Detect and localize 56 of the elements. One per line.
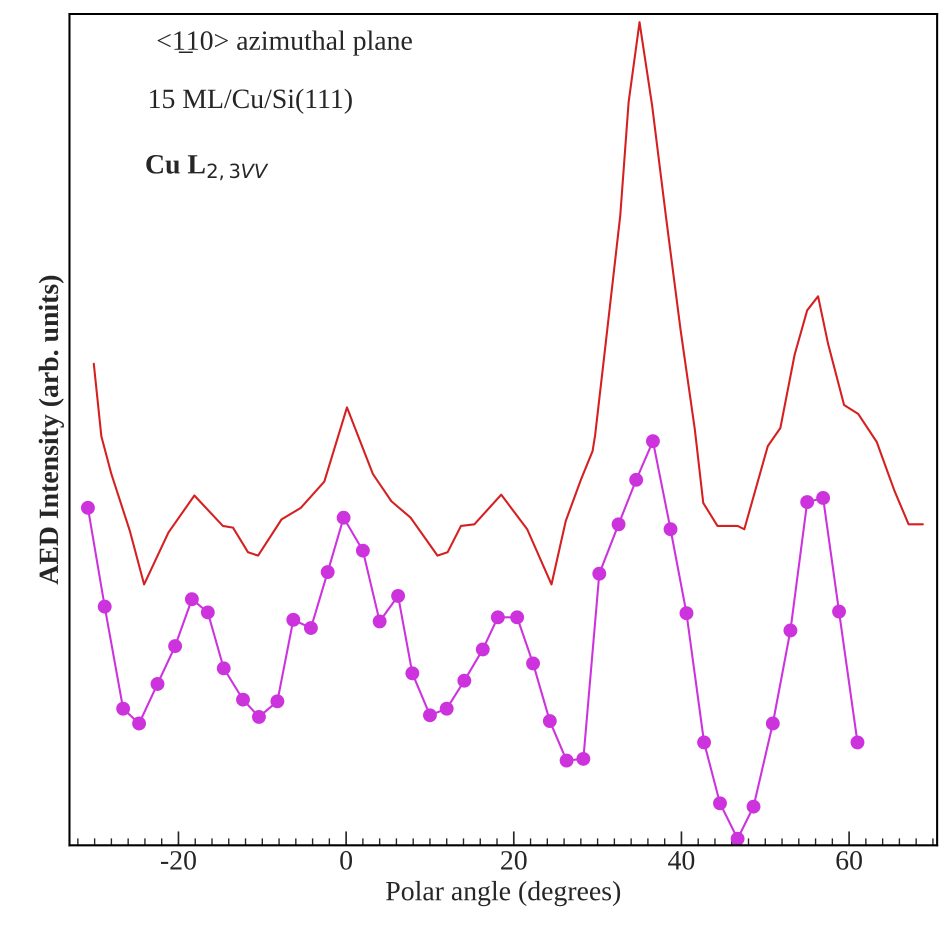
point	[150, 677, 164, 691]
point	[697, 735, 712, 750]
point	[286, 612, 300, 627]
point	[526, 656, 540, 670]
point	[713, 796, 727, 810]
point	[98, 600, 112, 614]
point	[510, 610, 524, 624]
point	[336, 510, 351, 525]
point	[372, 614, 387, 628]
point	[850, 735, 864, 750]
x-tick-label: 0	[340, 850, 352, 870]
point	[440, 702, 454, 716]
annotation: Cu L$_{2,3VV}$	[146, 155, 268, 180]
point	[629, 472, 644, 487]
x-tick-label: 60	[836, 850, 862, 870]
point	[200, 605, 215, 620]
point	[680, 606, 694, 620]
point	[80, 500, 95, 515]
point	[270, 694, 284, 708]
point	[576, 752, 590, 766]
point	[356, 544, 370, 558]
y-axis-title: AED Intensity (arb. units)	[38, 276, 64, 584]
point	[766, 716, 780, 730]
x-axis-title: Polar angle (degrees)	[386, 880, 620, 906]
point	[592, 566, 606, 581]
point	[405, 666, 420, 680]
point	[646, 434, 660, 448]
point	[168, 639, 182, 654]
point	[391, 588, 406, 603]
point	[457, 674, 472, 688]
point	[116, 702, 130, 716]
point	[423, 708, 437, 722]
point	[560, 754, 574, 768]
point	[800, 495, 814, 510]
point	[816, 491, 830, 505]
x-tick-label: -20	[160, 850, 196, 870]
point	[730, 832, 745, 846]
point	[184, 592, 199, 606]
x-tick-label: 20	[501, 850, 527, 870]
point	[490, 610, 505, 624]
point	[476, 642, 490, 656]
point	[542, 714, 557, 728]
point	[664, 522, 678, 536]
point	[132, 716, 146, 730]
point	[252, 710, 266, 724]
x-tick-label: 40	[668, 850, 694, 870]
point	[236, 692, 250, 707]
point	[746, 800, 760, 814]
point	[832, 604, 846, 619]
point	[304, 621, 318, 635]
annotation: 15 ML/Cu/Si(111)	[150, 88, 352, 114]
annotation: <1̲10> azimuthal plane	[158, 30, 412, 56]
point	[783, 624, 798, 638]
point	[216, 661, 231, 676]
point	[612, 517, 626, 532]
point	[320, 565, 335, 579]
